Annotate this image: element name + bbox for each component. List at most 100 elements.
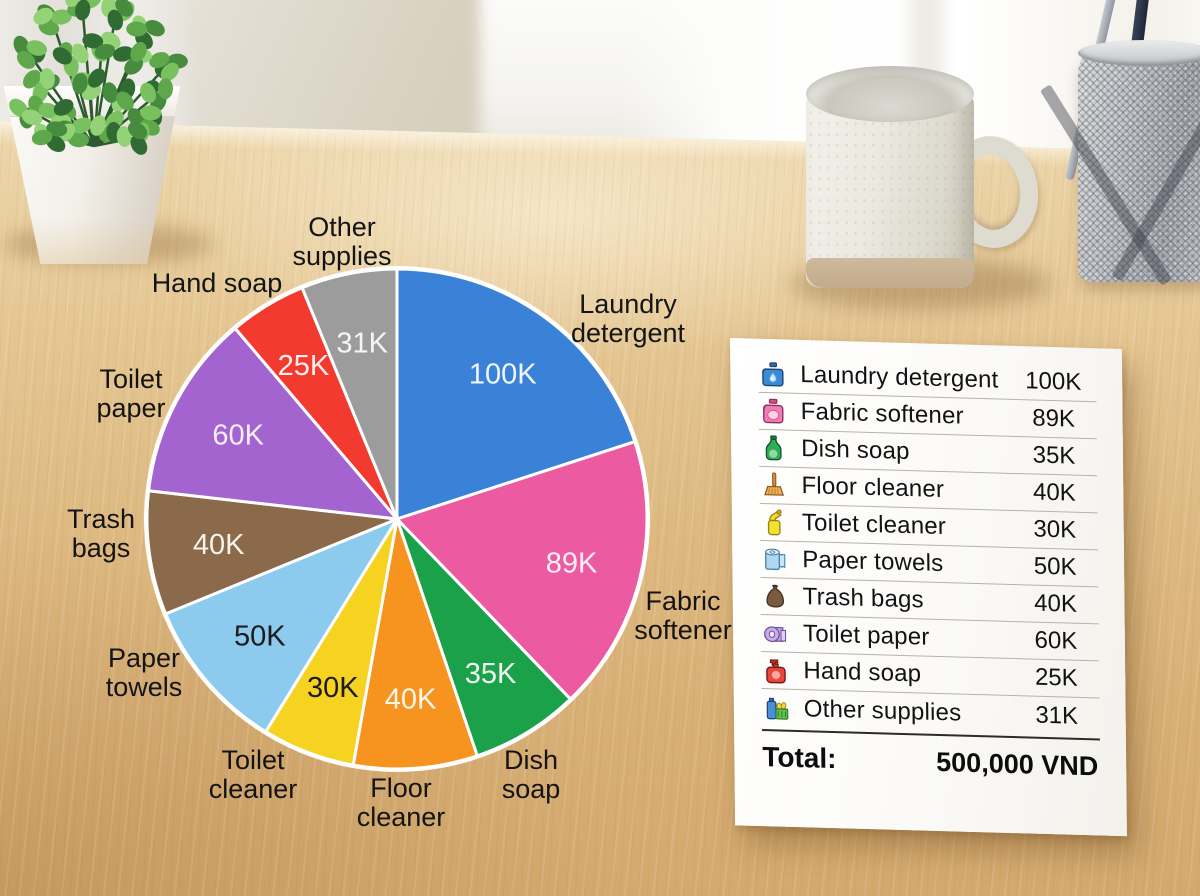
plant-leaf (38, 102, 60, 119)
plant-leaf (26, 40, 47, 56)
fabric-softener-icon (759, 395, 795, 427)
mug-rim (806, 66, 974, 122)
total-label: Total: (762, 741, 837, 775)
plant-leaf (71, 43, 89, 64)
pen-holder-rim (1078, 40, 1200, 66)
paper-rows: Laundry detergent 100K Fabric softener 89K D… (758, 355, 1100, 736)
pie-category-label: Trash bags (67, 504, 135, 563)
row-value: 100K (1025, 367, 1082, 396)
pie-slice-2 (395, 517, 572, 758)
plant-leaf (102, 82, 118, 104)
paper-row: Paper towels 50K (760, 540, 1099, 588)
plant-leaf (140, 82, 157, 103)
pie-category-label: Toilet cleaner (209, 745, 298, 804)
row-label: Hand soap (803, 657, 922, 688)
plant-leaf (149, 52, 170, 69)
plant-leaf (82, 33, 104, 49)
paper-towels-icon (760, 543, 796, 575)
row-value: 40K (1032, 478, 1076, 507)
plant-leaf (13, 35, 30, 56)
row-value: 30K (1033, 515, 1077, 544)
plant-leaf (68, 132, 90, 148)
plant-leaf (116, 91, 134, 111)
pie-value-label: 35K (465, 658, 517, 690)
mesh-pen-holder (1078, 46, 1200, 282)
pie-slice-1 (395, 440, 649, 701)
pie-value-label: 50K (234, 621, 286, 653)
paper-row: Hand soap 25K (761, 651, 1100, 699)
pie-category-label: Hand soap (152, 268, 283, 298)
pie-value-label: 30K (307, 672, 359, 704)
row-label: Laundry detergent (800, 360, 999, 394)
pie-value-label: 31K (336, 327, 388, 359)
plant-leaf (107, 9, 124, 31)
row-label: Other supplies (803, 694, 962, 727)
row-value: 31K (1035, 701, 1079, 730)
row-label: Paper towels (802, 546, 944, 578)
plant-leaf (113, 46, 134, 62)
row-value: 35K (1032, 441, 1076, 470)
plant-leaf (160, 62, 179, 82)
paper-row: Floor cleaner 40K (759, 466, 1098, 514)
row-label: Fabric softener (800, 397, 964, 430)
plant-leaf (23, 69, 41, 89)
pie-slice-7 (147, 326, 399, 521)
pie-category-label: Laundry detergent (571, 289, 686, 348)
row-value: 89K (1032, 404, 1076, 433)
plant-leaf (75, 0, 91, 21)
plant-leaf (53, 99, 74, 116)
row-label: Toilet paper (802, 620, 930, 651)
toilet-cleaner-icon (760, 506, 796, 538)
paper-row: Trash bags 40K (760, 577, 1099, 625)
pie-category-label: Toilet paper (96, 364, 165, 423)
pie-value-label: 100K (469, 358, 537, 390)
pie-slice-6 (145, 489, 399, 616)
plant-leaf (65, 0, 83, 7)
total-value: 500,000 VND (936, 746, 1099, 781)
hand-soap-icon (761, 654, 797, 686)
plant-leaf (130, 41, 147, 62)
row-value: 60K (1034, 626, 1078, 655)
pie-value-label: 25K (278, 350, 330, 382)
plant-leaf (39, 68, 55, 90)
paper-row: Toilet paper 60K (760, 614, 1100, 662)
paper-row: Laundry detergent 100K (758, 355, 1097, 403)
row-value: 40K (1034, 589, 1078, 618)
row-label: Toilet cleaner (801, 509, 947, 541)
plant-leaf (16, 50, 36, 69)
total-row: Total: 500,000 VND (762, 731, 1100, 792)
plant-leaf (130, 135, 148, 155)
pie-value-label: 40K (193, 529, 245, 561)
pie-category-label: Other supplies (292, 212, 391, 271)
toilet-paper-icon (761, 617, 797, 649)
pie-slice-5 (164, 517, 399, 734)
pie-category-label: Floor cleaner (357, 773, 446, 832)
row-label: Trash bags (802, 583, 924, 614)
floor-cleaner-icon (759, 469, 795, 501)
pie-category-label: Dish soap (502, 745, 561, 804)
paper-row: Other supplies 31K (762, 689, 1100, 735)
paper-row: Fabric softener 89K (758, 392, 1097, 440)
plant-leaf (115, 0, 133, 17)
pie-category-label: Paper towels (106, 643, 183, 702)
plant-leaf (21, 109, 43, 126)
mug-base (806, 258, 974, 288)
trash-bags-icon (761, 580, 797, 612)
row-value: 25K (1034, 663, 1078, 692)
plant-leaf (50, 9, 72, 25)
laundry-detergent-icon (758, 358, 794, 390)
plant-leaf (157, 78, 173, 100)
plant-leaf (71, 117, 92, 134)
dish-soap-icon (759, 432, 795, 464)
pie-slice-0 (395, 267, 637, 521)
other-supplies-icon (762, 692, 798, 724)
row-label: Dish soap (800, 435, 910, 466)
plant-leaf (52, 47, 72, 65)
row-label: Floor cleaner (801, 472, 945, 504)
row-value: 50K (1033, 552, 1077, 581)
plant-leaves (9, 0, 188, 155)
plant-leaf (144, 20, 165, 37)
plant-leaf (72, 73, 88, 95)
